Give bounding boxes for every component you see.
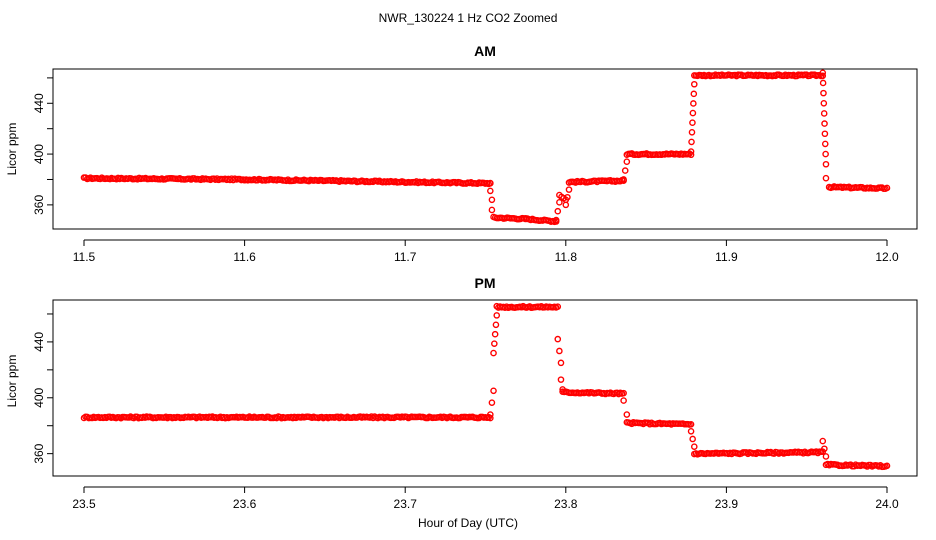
am-data-point — [487, 179, 494, 187]
am-data-point — [687, 151, 695, 159]
am-data-point — [488, 206, 496, 214]
am-x-tick-label: 11.8 — [555, 250, 578, 264]
pm-y-axis-label: Licor ppm — [5, 355, 19, 408]
pm-data-point — [883, 462, 891, 470]
pm-data-point — [821, 445, 828, 453]
pm-y-tick-label: 400 — [32, 387, 46, 407]
am-data-point — [554, 207, 562, 215]
pm-x-tick-label: 23.7 — [394, 497, 418, 511]
pm-y-tick-label: 440 — [32, 332, 46, 352]
am-data-point — [690, 90, 698, 98]
am-data-point — [689, 109, 697, 117]
pm-data-point — [556, 347, 563, 355]
pm-data-point — [492, 321, 500, 329]
pm-x-tick-label: 23.8 — [554, 497, 578, 511]
pm-data-point — [620, 397, 627, 404]
am-data-point — [620, 176, 627, 183]
am-data-point — [820, 110, 828, 117]
pm-data-point — [554, 303, 562, 310]
am-data-point — [821, 130, 829, 138]
pm-data-point — [554, 335, 562, 343]
am-data-point — [822, 160, 830, 168]
figure-title: NWR_130224 1 Hz CO2 Zoomed — [379, 11, 558, 25]
am-data-point — [819, 79, 827, 87]
pm-data-point — [488, 399, 496, 406]
am-data-point — [564, 193, 571, 201]
am-x-tick-label: 11.6 — [233, 250, 256, 264]
pm-data-point — [491, 340, 498, 347]
pm-data-point — [490, 387, 497, 395]
am-data-point — [819, 69, 827, 77]
pm-data-point — [623, 411, 631, 418]
pm-data-point — [557, 359, 565, 367]
am-data-point — [821, 140, 829, 148]
am-data-point — [688, 138, 695, 146]
pm-data-point — [819, 437, 827, 445]
am-data-point — [687, 148, 695, 155]
pm-y-axis: 360 400 440 — [32, 313, 54, 464]
pm-y-tick-label: 360 — [32, 443, 46, 463]
am-data-point — [819, 72, 827, 80]
am-panel-title: AM — [474, 43, 496, 59]
pm-data-point — [557, 376, 565, 383]
am-data-point — [821, 120, 828, 127]
am-x-axis: 11.5 11.6 11.7 11.8 11.9 12.0 — [73, 239, 899, 264]
am-data-point — [565, 186, 573, 193]
am-y-tick-label: 400 — [32, 144, 46, 164]
pm-data-point — [487, 414, 494, 422]
am-data-point — [621, 167, 629, 174]
am-data-point — [556, 199, 563, 206]
am-plot-frame — [52, 68, 918, 230]
am-data-point — [688, 129, 696, 136]
am-data-point — [690, 80, 698, 88]
am-data-point — [820, 89, 827, 97]
am-data-point — [689, 119, 696, 126]
am-y-axis-label: Licor ppm — [5, 123, 19, 176]
pm-x-tick-label: 24.0 — [875, 497, 899, 511]
am-data-point — [562, 201, 570, 209]
pm-data-point — [687, 421, 695, 428]
am-x-tick-label: 11.5 — [73, 250, 96, 264]
am-data-point — [623, 158, 631, 165]
pm-points — [80, 302, 891, 471]
am-x-tick-label: 11.7 — [394, 250, 417, 264]
x-axis-label: Hour of Day (UTC) — [418, 516, 518, 530]
pm-x-tick-label: 23.9 — [715, 497, 739, 511]
pm-data-point — [689, 435, 696, 443]
am-data-point — [487, 187, 494, 195]
pm-data-point — [687, 427, 695, 435]
pm-data-point — [487, 411, 494, 418]
am-x-tick-label: 12.0 — [875, 250, 899, 264]
am-data-point — [883, 184, 891, 192]
am-panel: AM 11.5 11.6 11.7 11.8 11.9 12.0 360 400 440 Li… — [5, 43, 918, 264]
pm-data-point — [822, 453, 830, 460]
pm-data-point — [490, 349, 497, 357]
am-y-tick-label: 360 — [32, 195, 46, 215]
am-y-axis: 360 400 440 — [32, 77, 54, 215]
pm-data-point — [491, 330, 499, 338]
am-data-point — [822, 174, 830, 182]
am-data-point — [820, 99, 828, 107]
pm-panel-title: PM — [475, 275, 496, 291]
pm-data-point — [493, 312, 501, 319]
am-points — [80, 69, 891, 226]
am-y-tick-label: 440 — [32, 93, 46, 113]
am-data-point — [552, 216, 560, 224]
am-data-point — [690, 100, 697, 107]
pm-panel: PM 23.5 23.6 23.7 23.8 23.9 24.0 360 400 440 Li… — [5, 275, 918, 511]
pm-x-axis: 23.5 23.6 23.7 23.8 23.9 24.0 — [72, 486, 899, 511]
am-data-point — [488, 196, 496, 204]
am-data-point — [822, 150, 829, 158]
pm-data-point — [690, 443, 698, 450]
pm-x-tick-label: 23.6 — [233, 497, 257, 511]
am-x-tick-label: 11.9 — [715, 250, 738, 264]
pm-x-tick-label: 23.5 — [72, 497, 96, 511]
pm-data-point — [620, 389, 627, 397]
